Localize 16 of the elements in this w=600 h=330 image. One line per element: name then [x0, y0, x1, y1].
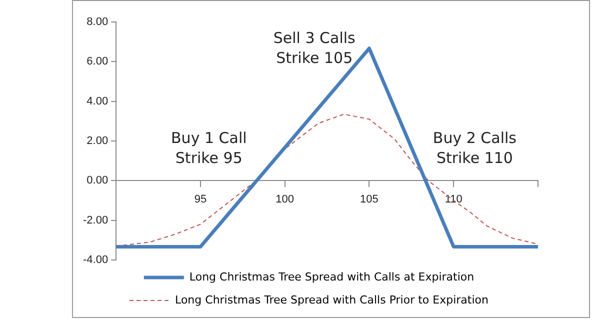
y-tick-label: 0.00 — [86, 174, 108, 187]
annotation: Buy 1 Call Strike 95 — [171, 128, 247, 167]
annotation: Sell 3 Calls Strike 105 — [273, 28, 356, 67]
y-tick-label: -2.00 — [82, 214, 108, 226]
y-tick-label: 8.00 — [86, 16, 108, 28]
legend-label: Long Christmas Tree Spread with Calls at Expiration — [189, 270, 474, 284]
x-tick-label: 105 — [360, 193, 378, 206]
y-tick-label: 2.00 — [86, 135, 108, 148]
y-tick-label: 4.00 — [86, 95, 108, 108]
x-tick-label: 110 — [444, 193, 462, 206]
y-tick-label: -4.00 — [82, 254, 108, 266]
y-tick-label: 6.00 — [86, 56, 108, 68]
annotation: Buy 2 Calls Strike 110 — [432, 128, 517, 167]
x-tick-label: 100 — [276, 193, 294, 206]
x-tick-label: 95 — [194, 193, 207, 206]
legend-label: Long Christmas Tree Spread with Calls Prior to Expiration — [175, 293, 489, 306]
